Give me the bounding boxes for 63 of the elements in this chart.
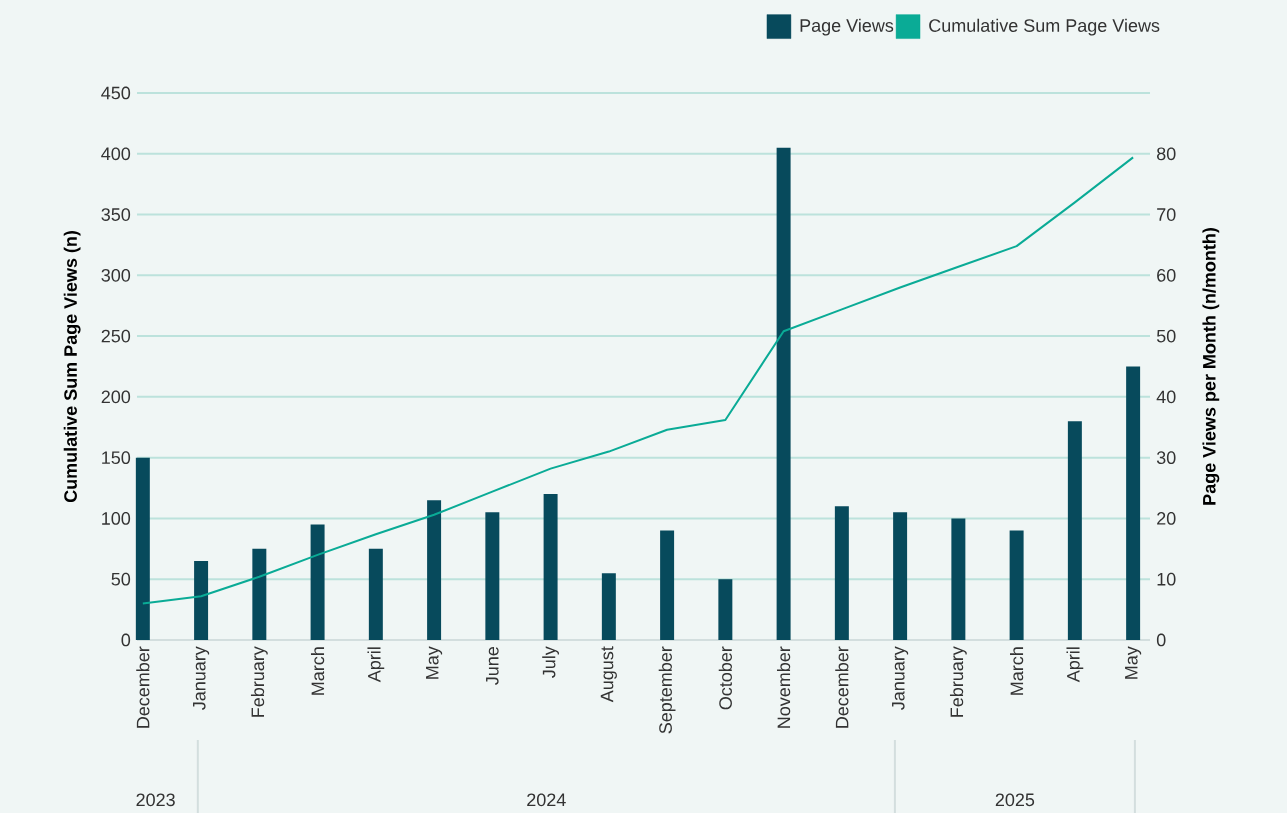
bar — [718, 579, 733, 640]
bar — [1067, 421, 1082, 640]
y2-tick-label: 0 — [1156, 633, 1166, 647]
bar — [951, 518, 966, 640]
x-tick-label: January — [193, 646, 210, 710]
y-tick-label: 0 — [121, 633, 131, 647]
bar — [1009, 530, 1024, 640]
bar — [893, 512, 908, 640]
y-tick-label: 100 — [102, 512, 131, 525]
y2-tick-label: 10 — [1157, 572, 1176, 586]
y-axis-title: Cumulative Sum Page Views (n) — [63, 231, 81, 503]
legend-label: Page Views — [800, 18, 894, 36]
bar — [660, 530, 675, 640]
bar — [485, 512, 500, 640]
x-tick-label: May — [426, 646, 443, 679]
y2-tick-label: 50 — [1156, 329, 1176, 343]
bar — [601, 573, 616, 640]
y2-tick-label: 20 — [1157, 512, 1176, 525]
bar — [427, 500, 442, 640]
line-series — [141, 156, 1135, 605]
bar — [252, 548, 267, 640]
bar — [194, 560, 209, 640]
x-tick-label: December — [136, 646, 150, 728]
x-tick-label: October — [718, 646, 732, 710]
x-tick-label: April — [1066, 647, 1084, 683]
legend-label: Cumulative Sum Page Views — [929, 18, 1160, 36]
y-tick-label: 150 — [102, 451, 131, 465]
text: 2024 — [527, 793, 566, 807]
y2-tick-label: 40 — [1156, 390, 1176, 404]
text: 2025 — [995, 793, 1035, 807]
bar — [543, 494, 558, 640]
bar — [368, 548, 383, 640]
bar — [1126, 366, 1141, 640]
y-tick-label: 200 — [101, 390, 131, 404]
y-tick-label: 350 — [101, 208, 131, 221]
y2-tick-label: 60 — [1157, 268, 1176, 282]
x-tick-label: July — [542, 646, 559, 678]
x-tick-label: November — [776, 646, 791, 728]
x-tick-label: December — [835, 646, 849, 728]
x-tick-label: September — [658, 646, 676, 734]
y2-axis-title: Page Views per Month (n/month) — [1202, 228, 1220, 505]
y2-tick-label: 70 — [1157, 208, 1176, 221]
y-tick-label: 50 — [111, 572, 131, 586]
bar — [135, 457, 150, 640]
y2-tick-label: 80 — [1156, 147, 1176, 161]
y-tick-label: 450 — [101, 86, 131, 100]
x-tick-label: June — [486, 646, 499, 685]
x-tick-label: March — [310, 647, 325, 695]
x-tick-label: May — [1125, 646, 1142, 679]
x-tick-label: January — [892, 646, 909, 710]
x-tick-label: February — [949, 646, 967, 717]
x-tick-label: August — [600, 646, 617, 703]
x-tick-label: March — [1010, 647, 1024, 695]
y-tick-label: 400 — [101, 147, 131, 161]
x-tick-label: February — [250, 646, 268, 717]
bar — [776, 147, 791, 640]
text: 2023 — [136, 793, 175, 807]
y2-tick-label: 30 — [1156, 451, 1176, 465]
x-tick-label: April — [367, 647, 385, 683]
y-tick-label: 300 — [101, 268, 131, 282]
bar — [834, 506, 849, 640]
bar — [310, 524, 325, 640]
y-tick-label: 250 — [101, 329, 131, 343]
